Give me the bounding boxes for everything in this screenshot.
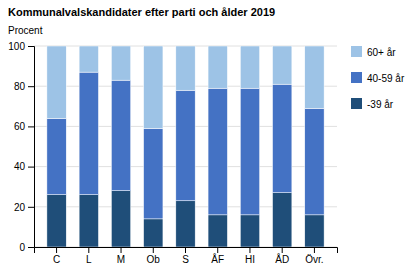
legend: 60+ år 40-59 år -39 år <box>351 46 405 110</box>
chart-svg: Kommunalvalskandidater efter parti och å… <box>0 0 419 271</box>
x-tick: C <box>53 247 60 265</box>
y-tick-label: 0 <box>19 242 25 253</box>
y-tick-label: 60 <box>14 121 26 132</box>
bar <box>273 46 292 84</box>
legend-swatch <box>351 46 362 57</box>
y-tick-label: 20 <box>14 202 26 213</box>
x-tick-mark <box>314 247 315 253</box>
bars <box>47 46 324 247</box>
x-tick-label: Övr. <box>305 254 323 265</box>
bar <box>208 215 227 247</box>
legend-item: 60+ år <box>351 46 396 58</box>
x-tick: ÅF <box>211 247 224 265</box>
bar <box>144 128 163 218</box>
x-tick-mark <box>153 247 154 253</box>
x-tick-label: M <box>117 254 125 265</box>
bar <box>240 88 259 215</box>
bar <box>305 108 324 215</box>
x-tick-mark <box>217 247 218 253</box>
bar <box>47 195 66 247</box>
legend-label: 60+ år <box>367 47 396 58</box>
x-tick: Ob <box>147 247 161 265</box>
bar <box>79 46 98 72</box>
x-tick-label: S <box>182 254 189 265</box>
series <box>47 72 324 219</box>
bar <box>176 90 195 201</box>
grid <box>34 46 337 247</box>
bar <box>111 191 130 247</box>
x-tick: L <box>86 247 92 265</box>
legend-item: 40-59 år <box>351 72 405 84</box>
bar <box>176 201 195 247</box>
legend-swatch <box>351 72 362 83</box>
x-tick-mark <box>121 247 122 253</box>
x-tick-mark <box>249 247 250 253</box>
y-axis: 0 20 40 60 80 100 <box>8 41 34 253</box>
y-tick-label: 40 <box>14 161 26 172</box>
legend-label: -39 år <box>367 99 394 110</box>
y-tick-label: 100 <box>8 41 25 52</box>
x-tick-label: C <box>53 254 60 265</box>
bar <box>47 46 66 118</box>
y-tick: 0 <box>19 242 34 253</box>
x-tick: Övr. <box>305 247 323 265</box>
bar <box>111 46 130 80</box>
x-tick: HI <box>245 247 255 265</box>
bar <box>79 195 98 247</box>
y-tick: 80 <box>14 81 34 92</box>
bar <box>79 72 98 195</box>
y-tick-mark <box>28 207 34 208</box>
x-tick-mark <box>56 247 57 253</box>
bar <box>273 84 292 193</box>
y-tick-mark <box>28 126 34 127</box>
bar <box>111 80 130 191</box>
x-tick-label: ÅD <box>275 253 289 265</box>
legend-item: -39 år <box>351 98 394 110</box>
bar <box>208 88 227 215</box>
x-axis-line <box>35 248 338 254</box>
y-tick-label: 80 <box>14 81 26 92</box>
x-tick: ÅD <box>275 247 289 265</box>
bar <box>305 46 324 108</box>
y-axis-label: Procent <box>8 25 43 36</box>
x-tick: S <box>182 247 189 265</box>
bar <box>273 193 292 247</box>
y-tick: 60 <box>14 121 34 132</box>
bar <box>144 46 163 128</box>
y-tick-mark <box>28 167 34 168</box>
chart-container: Kommunalvalskandidater efter parti och å… <box>0 0 419 271</box>
bar <box>144 219 163 247</box>
bar <box>176 46 195 90</box>
bar <box>47 118 66 194</box>
y-axis-line <box>28 47 35 248</box>
x-axis: C L M Ob S ÅF HI ÅD Övr. <box>35 247 338 265</box>
bar <box>240 215 259 247</box>
bar <box>208 46 227 88</box>
y-tick-mark <box>28 247 34 248</box>
y-tick: 100 <box>8 41 34 52</box>
x-tick-label: Ob <box>147 254 161 265</box>
x-tick-label: HI <box>245 254 255 265</box>
x-tick-mark <box>282 247 283 253</box>
x-tick-label: L <box>86 254 92 265</box>
legend-label: 40-59 år <box>367 73 405 84</box>
x-tick-mark <box>185 247 186 253</box>
x-tick-mark <box>88 247 89 253</box>
y-tick: 20 <box>14 202 34 213</box>
bar <box>240 46 259 88</box>
title: Kommunalvalskandidater efter parti och å… <box>8 6 275 18</box>
x-tick-label: ÅF <box>211 253 224 265</box>
series <box>47 46 324 128</box>
y-tick-mark <box>28 86 34 87</box>
y-tick-mark <box>28 46 34 47</box>
bar <box>305 215 324 247</box>
legend-swatch <box>351 98 362 109</box>
y-tick: 40 <box>14 161 34 172</box>
x-tick: M <box>117 247 125 265</box>
plot: C L M Ob S ÅF HI ÅD Övr. 0 20 40 60 80 100 <box>8 41 337 265</box>
